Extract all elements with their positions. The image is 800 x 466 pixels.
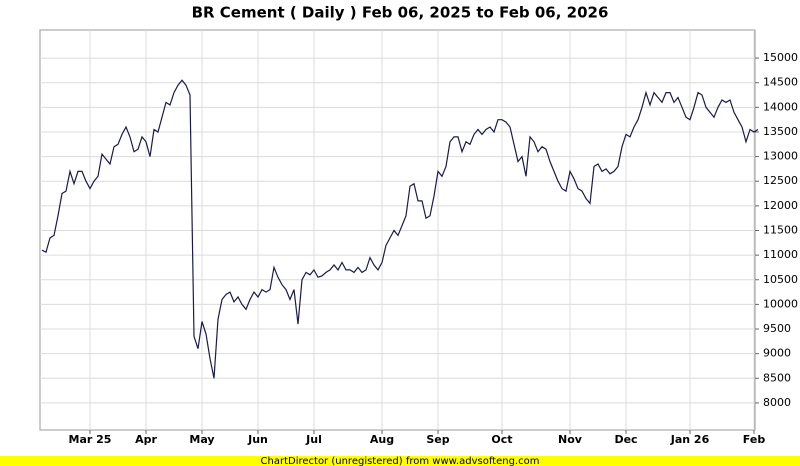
x-tick-label: Jan 26 bbox=[670, 433, 710, 446]
y-tick-label: 9500 bbox=[763, 322, 791, 335]
footer-bar bbox=[0, 456, 800, 466]
chart-title: BR Cement ( Daily ) Feb 06, 2025 to Feb … bbox=[192, 4, 609, 22]
x-tick-label: Oct bbox=[491, 433, 512, 446]
y-tick-label: 13000 bbox=[763, 150, 798, 163]
price-line bbox=[41, 79, 759, 379]
y-tick-label: 14000 bbox=[763, 100, 798, 113]
x-tick-label: Jul bbox=[305, 433, 322, 446]
y-tick-label: 10500 bbox=[763, 273, 798, 286]
x-tick-label: Sep bbox=[426, 433, 449, 446]
y-tick-label: 12000 bbox=[763, 199, 798, 212]
x-tick-label: Dec bbox=[614, 433, 637, 446]
y-tick-label: 11000 bbox=[763, 248, 798, 261]
y-tick-label: 13500 bbox=[763, 125, 798, 138]
y-tick-label: 14500 bbox=[763, 76, 798, 89]
y-tick-label: 15000 bbox=[763, 51, 798, 64]
x-tick-label: Apr bbox=[135, 433, 157, 446]
x-tick-label: Mar 25 bbox=[69, 433, 112, 446]
x-tick-label: Jun bbox=[247, 433, 268, 446]
y-tick-label: 9000 bbox=[763, 347, 791, 360]
x-tick-label: May bbox=[189, 433, 214, 446]
y-tick-label: 8000 bbox=[763, 396, 791, 409]
x-tick-label: Aug bbox=[370, 433, 394, 446]
y-tick-label: 8500 bbox=[763, 371, 791, 384]
y-tick-label: 10000 bbox=[763, 297, 798, 310]
x-tick-label: Feb bbox=[743, 433, 766, 446]
x-tick-label: Nov bbox=[558, 433, 583, 446]
footer: ChartDirector (unregistered) from www.ad… bbox=[261, 456, 540, 466]
y-tick-label: 11500 bbox=[763, 223, 798, 236]
y-tick-label: 12500 bbox=[763, 174, 798, 187]
